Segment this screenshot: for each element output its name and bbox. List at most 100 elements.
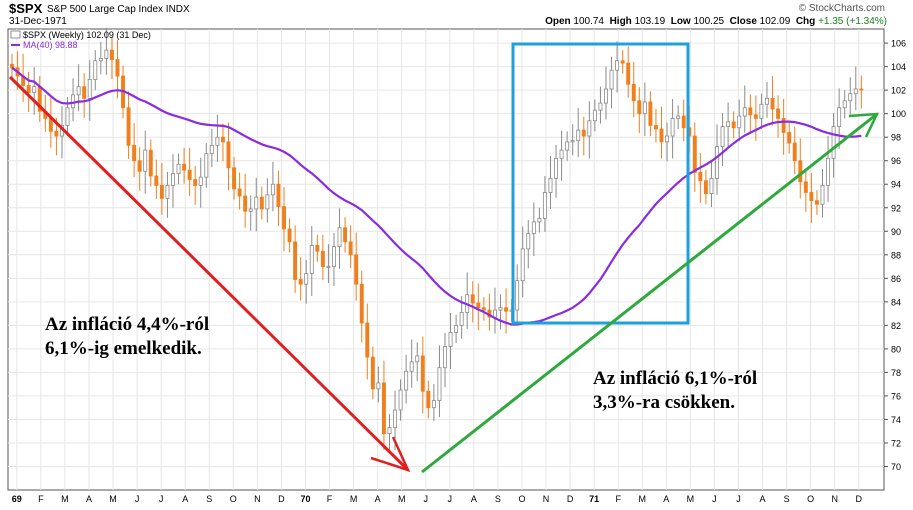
candle-body (304, 273, 309, 285)
candle-body (481, 307, 486, 311)
candle (837, 88, 842, 149)
x-tick-label: O (807, 494, 814, 504)
candle-body (731, 121, 736, 129)
candle-body (515, 280, 520, 311)
x-tick-label: M (398, 494, 406, 504)
candle-body (537, 217, 542, 223)
legend-price-swatch (10, 30, 21, 39)
candle-body (820, 185, 825, 205)
y-tick-label: 80 (891, 344, 901, 354)
candle-body (448, 332, 453, 347)
candle (171, 154, 175, 208)
candle-body (803, 181, 808, 193)
candle-body (476, 302, 481, 309)
candle-body (115, 59, 120, 77)
x-tick-label: 70 (300, 494, 310, 504)
inflation-rise-note: Az infláció 4,4%-ról 6,1%-ig emelkedik. (45, 313, 209, 361)
inflation-fall-line2: 3,3%-ra csökken. (593, 392, 735, 413)
candle (137, 147, 142, 191)
candle (215, 114, 220, 162)
candle-body (859, 88, 864, 91)
candle (326, 244, 331, 284)
chart-date: 31-Dec-1971 (9, 16, 67, 27)
candle (676, 105, 681, 129)
candle (504, 288, 509, 334)
red-arrow-line (8, 75, 410, 472)
candle (115, 40, 120, 99)
candle-body (209, 145, 214, 155)
candle-body (565, 141, 570, 151)
inflation-fall-line1: Az infláció 6,1%-ról (593, 368, 758, 389)
candle (426, 380, 431, 419)
candle (98, 41, 103, 75)
candle (515, 264, 520, 324)
candle-body (726, 121, 731, 128)
candle-body (243, 195, 248, 212)
x-tick-label: 69 (12, 494, 22, 504)
candle (226, 122, 231, 191)
candle (232, 157, 237, 200)
candle-body (293, 241, 298, 280)
open-value: 100.74 (573, 16, 604, 27)
candle-body (54, 130, 59, 137)
candle-body (609, 69, 614, 90)
candle-body (765, 97, 769, 105)
candle-body (592, 109, 597, 122)
candle-body (176, 163, 181, 175)
candle-body (415, 355, 420, 363)
candle-body (781, 117, 786, 133)
candle (409, 339, 414, 388)
legend-ma: MA(40) 98.88 (23, 40, 78, 50)
low-value: 100.25 (693, 16, 725, 27)
candle (703, 170, 708, 205)
x-tick-label: F (327, 494, 333, 504)
y-tick-label: 94 (891, 180, 901, 190)
candle-body (298, 279, 303, 285)
candle-body (354, 254, 359, 285)
exchange: INDX (165, 4, 190, 15)
candle-body (670, 117, 675, 137)
candle (648, 91, 653, 137)
x-tick-label: J (448, 494, 453, 504)
candle-body (631, 83, 636, 102)
candle-body (431, 400, 436, 409)
x-tick-label: J (736, 494, 741, 504)
candle-body (359, 283, 364, 324)
y-tick-label: 72 (891, 438, 901, 448)
candle-body (332, 246, 336, 267)
x-tick-label: A (86, 494, 92, 504)
candle (343, 217, 348, 253)
candle (193, 166, 198, 205)
candle (248, 195, 253, 231)
candle (337, 208, 342, 269)
legend: $SPX (Weekly) 102.09 (31 Dec) MA(40) 98.… (10, 30, 151, 50)
candle (376, 366, 381, 403)
candle-body (159, 185, 164, 199)
candle-body (792, 142, 797, 162)
candle (32, 67, 37, 115)
candle (598, 86, 603, 124)
candle (731, 111, 736, 139)
green-arrow-head (848, 112, 880, 138)
index-name: S&P 500 Large Cap Index (47, 4, 164, 15)
candle-body (148, 149, 153, 177)
candle (10, 53, 14, 79)
candle-body (665, 135, 670, 143)
candle-body (581, 129, 586, 137)
candle (759, 93, 764, 129)
candle (182, 147, 187, 184)
candle (420, 336, 425, 414)
x-tick-label: N (831, 494, 838, 504)
candle-body (498, 307, 503, 311)
x-tick-label: J (424, 494, 429, 504)
candle (293, 225, 298, 294)
candle (165, 171, 170, 218)
candle (187, 147, 192, 196)
candle-body (826, 157, 831, 186)
candle (148, 139, 153, 187)
candle (93, 50, 98, 91)
candle-body (326, 266, 331, 268)
candle (387, 414, 392, 453)
candle (104, 27, 109, 75)
open-label: Open (545, 16, 571, 27)
